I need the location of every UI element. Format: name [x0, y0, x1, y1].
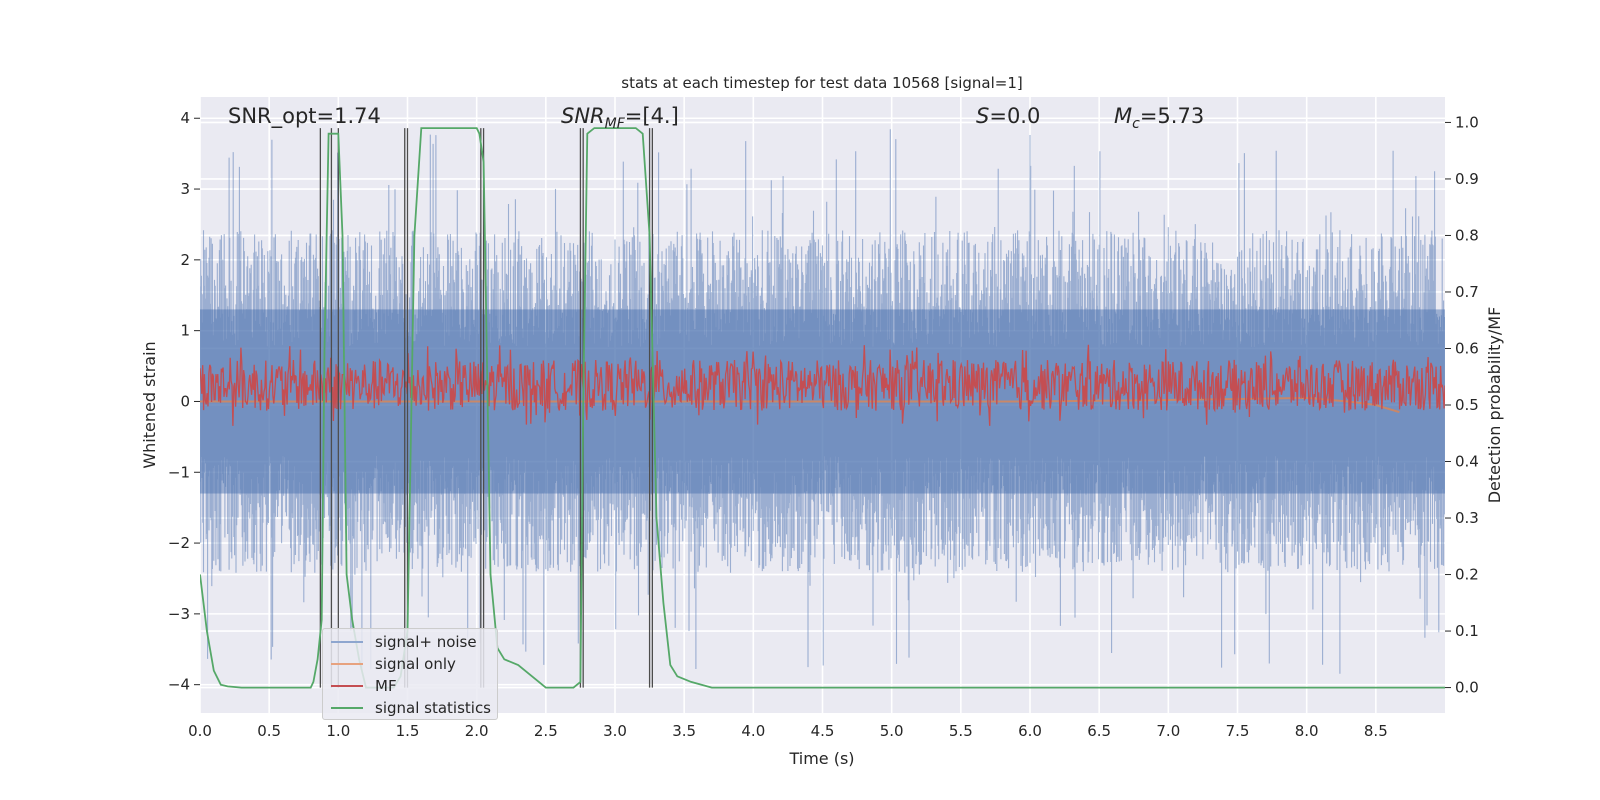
- y-tick-label: 4: [180, 109, 190, 127]
- y2-tick-label: 0.4: [1455, 453, 1479, 471]
- x-tick-label: 2.5: [534, 722, 558, 740]
- x-axis-label: Time (s): [788, 749, 854, 768]
- legend-swatch-signal-only: [331, 663, 363, 665]
- y2-tick-label: 0.8: [1455, 226, 1479, 244]
- snr-mf-value: =[4.]: [624, 104, 679, 128]
- x-tick-label: 4.5: [811, 722, 835, 740]
- mc-subscript: c: [1132, 116, 1140, 133]
- series-layer: [200, 127, 1445, 689]
- y-axis-label: Whitened strain: [140, 341, 159, 468]
- x-tick-label: 7.5: [1226, 722, 1250, 740]
- y-tick-label: −3: [168, 605, 190, 623]
- legend-item-mf: MF: [331, 675, 397, 697]
- x-tick-label: 0.0: [188, 722, 212, 740]
- y-tick-label: −4: [168, 676, 190, 694]
- legend-swatch-signal-statistics: [331, 707, 363, 709]
- x-tick-label: 6.0: [1018, 722, 1042, 740]
- y2-tick-label: 0.2: [1455, 566, 1479, 584]
- legend-item-signal-statistics: signal statistics: [331, 697, 491, 719]
- x-tick-label: 3.5: [672, 722, 696, 740]
- s-symbol: S: [976, 104, 990, 128]
- y2-tick-label: 0.3: [1455, 509, 1479, 527]
- x-tick-label: 8.5: [1364, 722, 1388, 740]
- s-value: =0.0: [989, 104, 1041, 128]
- y-tick-label: 0: [180, 392, 190, 410]
- y-tick-label: −1: [168, 463, 190, 481]
- annotation-s: S=0.0: [976, 104, 1040, 128]
- legend-swatch-mf: [331, 685, 363, 687]
- y-tick-label: 2: [180, 251, 190, 269]
- legend-label-signal-noise: signal+ noise: [375, 633, 477, 651]
- legend-item-signal-noise: signal+ noise: [331, 631, 477, 653]
- y-tick-label: 1: [180, 322, 190, 340]
- y2-tick-label: 0.0: [1455, 679, 1479, 697]
- x-tick-label: 5.5: [949, 722, 973, 740]
- x-tick-label: 6.5: [1087, 722, 1111, 740]
- legend-item-signal-only: signal only: [331, 653, 456, 675]
- mc-symbol: M: [1114, 104, 1133, 128]
- axes-layer: 0.0 0.5 1.0 1.5 2.0 2.5 3.0 3.5 4.0 4.5 5.0 5.5 6.0 6…: [168, 109, 1479, 740]
- y2-tick-label: 0.6: [1455, 339, 1479, 357]
- mc-value: =5.73: [1139, 104, 1205, 128]
- series-signal-statistics: [200, 127, 1445, 689]
- x-tick-label: 7.0: [1156, 722, 1180, 740]
- legend-swatch-signal-noise: [331, 641, 363, 643]
- legend: signal+ noise signal only MF signal stat…: [322, 628, 498, 720]
- x-tick-label: 1.0: [326, 722, 350, 740]
- y2-tick-label: 0.5: [1455, 396, 1479, 414]
- annotation-snr-opt: SNR_opt=1.74: [228, 104, 381, 128]
- x-tick-label: 8.0: [1295, 722, 1319, 740]
- x-tick-label: 0.5: [257, 722, 281, 740]
- y-tick-label: −2: [168, 534, 190, 552]
- y2-tick-label: 1.0: [1455, 113, 1479, 131]
- y2-tick-label: 0.1: [1455, 622, 1479, 640]
- x-tick-label: 4.0: [741, 722, 765, 740]
- snr-mf-symbol: SNR: [561, 104, 605, 128]
- y2-axis-label: Detection probability/MF: [1485, 307, 1504, 504]
- x-tick-label: 2.0: [465, 722, 489, 740]
- annotation-mc: Mc=5.73: [1114, 104, 1204, 132]
- annotation-snr-mf: SNRMF=[4.]: [561, 104, 679, 132]
- legend-label-signal-only: signal only: [375, 655, 456, 673]
- y2-tick-label: 0.7: [1455, 283, 1479, 301]
- y2-tick-label: 0.9: [1455, 170, 1479, 188]
- chart-title: stats at each timestep for test data 105…: [621, 74, 1022, 92]
- y-tick-label: 3: [180, 180, 190, 198]
- x-tick-label: 3.0: [603, 722, 627, 740]
- legend-label-mf: MF: [375, 677, 397, 695]
- snr-mf-subscript: MF: [604, 116, 625, 133]
- legend-label-signal-statistics: signal statistics: [375, 699, 492, 717]
- x-tick-label: 1.5: [396, 722, 420, 740]
- x-tick-label: 5.0: [880, 722, 904, 740]
